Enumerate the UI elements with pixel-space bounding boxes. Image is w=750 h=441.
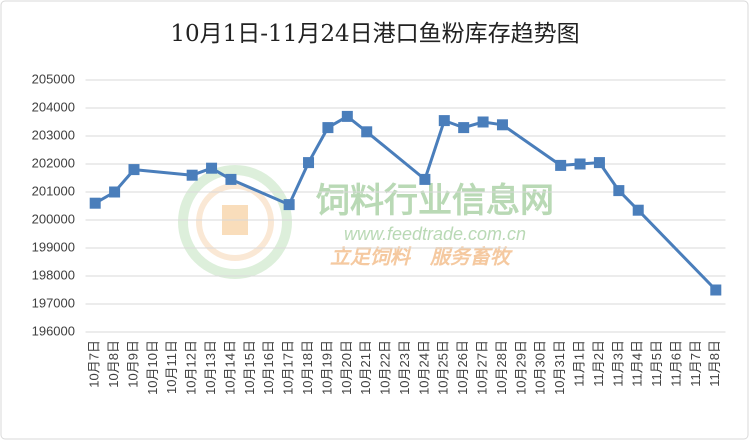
point-marker bbox=[109, 186, 121, 198]
x-tick-label: 10月17日 bbox=[281, 340, 296, 395]
x-tick-label: 10月15日 bbox=[242, 340, 257, 395]
point-marker bbox=[593, 157, 605, 169]
y-tick-label: 202000 bbox=[32, 155, 75, 170]
x-tick-label: 10月29日 bbox=[513, 340, 528, 395]
x-tick-label: 11月3日 bbox=[610, 340, 625, 387]
point-marker bbox=[477, 116, 489, 128]
point-marker bbox=[186, 169, 198, 181]
point-marker bbox=[438, 115, 450, 127]
x-tick-label: 11月5日 bbox=[649, 340, 664, 387]
x-tick-label: 10月16日 bbox=[261, 340, 276, 395]
x-tick-label: 10月30日 bbox=[533, 340, 548, 395]
x-tick-label: 10月12日 bbox=[184, 340, 199, 395]
point-marker bbox=[341, 110, 353, 122]
x-tick-label: 11月1日 bbox=[571, 340, 586, 387]
line-segment bbox=[365, 130, 427, 181]
line-segment bbox=[636, 208, 718, 292]
watermark-logo bbox=[178, 165, 292, 279]
y-tick-label: 200000 bbox=[32, 211, 75, 226]
x-tick-label: 10月14日 bbox=[222, 340, 237, 395]
y-tick-label: 205000 bbox=[32, 71, 75, 86]
x-tick-label: 10月23日 bbox=[397, 340, 412, 395]
watermark-slogan: 立足饲料 服务畜牧 bbox=[330, 245, 513, 268]
point-marker bbox=[555, 159, 567, 171]
x-tick-label: 10月19日 bbox=[319, 340, 334, 395]
point-marker bbox=[496, 119, 508, 131]
point-marker bbox=[632, 204, 644, 216]
x-tick-label: 11月4日 bbox=[630, 340, 645, 387]
x-tick-label: 10月9日 bbox=[125, 340, 140, 388]
point-marker bbox=[710, 284, 722, 296]
watermark-url: www.feedtrade.com.cn bbox=[344, 224, 526, 244]
point-marker bbox=[89, 197, 101, 209]
x-tick-label: 10月13日 bbox=[203, 340, 218, 395]
x-tick-label: 11月6日 bbox=[668, 340, 683, 387]
point-marker bbox=[322, 122, 334, 134]
x-tick-label: 10月31日 bbox=[552, 340, 567, 395]
x-tick-label: 10月24日 bbox=[416, 340, 431, 395]
x-tick-label: 11月7日 bbox=[688, 340, 703, 387]
x-tick-label: 11月8日 bbox=[707, 340, 722, 387]
line-segment bbox=[229, 177, 291, 207]
y-tick-label: 203000 bbox=[32, 127, 75, 142]
line-segment bbox=[287, 161, 311, 207]
y-tick-label: 196000 bbox=[32, 323, 75, 338]
x-tick-label: 10月7日 bbox=[87, 340, 102, 388]
x-tick-label: 10月11日 bbox=[164, 340, 179, 394]
point-marker bbox=[283, 199, 295, 211]
y-tick-label: 199000 bbox=[32, 239, 75, 254]
point-marker bbox=[206, 162, 218, 174]
line-segment bbox=[423, 119, 446, 181]
point-marker bbox=[574, 158, 586, 170]
point-marker bbox=[225, 173, 237, 185]
point-marker bbox=[303, 157, 315, 169]
point-marker bbox=[419, 173, 431, 185]
x-tick-label: 11月2日 bbox=[591, 340, 606, 387]
x-tick-label: 10月10日 bbox=[145, 340, 160, 395]
x-tick-label: 10月8日 bbox=[106, 340, 121, 388]
watermark-name: 饲料行业信息网 bbox=[316, 181, 554, 220]
x-tick-label: 10月21日 bbox=[358, 340, 373, 395]
x-tick-label: 10月18日 bbox=[300, 340, 315, 395]
line-segment bbox=[132, 168, 194, 177]
line-segment bbox=[500, 123, 563, 167]
y-tick-label: 198000 bbox=[32, 267, 75, 282]
y-tick-label: 197000 bbox=[32, 295, 75, 310]
point-marker bbox=[613, 185, 625, 197]
point-marker bbox=[361, 126, 373, 138]
chart-title: 10月1日-11月24日港口鱼粉库存趋势图 bbox=[170, 21, 579, 47]
x-tick-label: 10月25日 bbox=[436, 340, 451, 395]
x-tick-label: 10月26日 bbox=[455, 340, 470, 395]
x-tick-label: 10月27日 bbox=[475, 340, 490, 395]
point-marker bbox=[458, 122, 470, 134]
line-segment bbox=[307, 126, 330, 165]
point-marker bbox=[128, 164, 140, 176]
x-tick-label: 10月20日 bbox=[339, 340, 354, 395]
y-tick-label: 204000 bbox=[32, 99, 75, 114]
x-tick-label: 10月28日 bbox=[494, 340, 509, 395]
x-tick-label: 10月22日 bbox=[378, 340, 393, 395]
y-tick-label: 201000 bbox=[32, 183, 75, 198]
